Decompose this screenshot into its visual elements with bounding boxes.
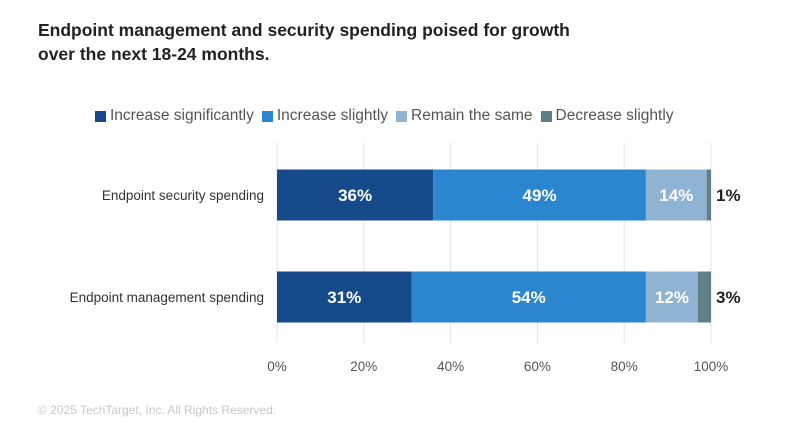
legend-swatch-remain-the-same [396,110,408,122]
chart-title: Endpoint management and security spendin… [38,20,570,64]
bar-segment [277,271,412,323]
x-tick-label: 60% [524,359,551,374]
bar-segment [645,271,698,323]
data-label: 1% [716,186,741,205]
legend-item-increase-slightly: Increase slightly [261,107,389,125]
legend-item-decrease-slightly: Decrease slightly [540,107,674,125]
legend-swatch-increase-significantly [95,110,106,122]
data-label: 3% [716,288,741,307]
category-label: Endpoint management spending [70,290,264,305]
x-tick-label: 0% [267,359,287,374]
bar-segment [697,271,711,323]
x-tick-label: 80% [611,359,638,374]
data-label: 14% [659,186,693,205]
bar-segment [433,169,646,221]
data-label: 36% [338,186,372,205]
category-label: Endpoint security spending [102,188,264,203]
bar-segment [411,271,646,323]
legend-swatch-increase-slightly [261,110,273,122]
legend-label: Increase slightly [276,107,389,124]
data-label: 54% [512,288,546,307]
legend: Increase significantly Increase slightly… [95,107,682,125]
data-label: 12% [655,288,689,307]
legend-label: Increase significantly [110,107,254,124]
legend-swatch-decrease-slightly [540,110,552,122]
legend-item-increase-significantly: Increase significantly [95,107,254,125]
legend-label: Decrease slightly [555,107,674,124]
copyright-notice: © 2025 TechTarget, Inc. All Rights Reser… [38,403,277,417]
bar-segment [277,169,434,221]
x-tick-label: 100% [694,359,729,374]
legend-label: Remain the same [411,107,533,124]
bar-segment [645,169,707,221]
bar-segment [706,169,711,221]
legend-item-remain-the-same: Remain the same [396,107,533,125]
data-label: 31% [327,288,361,307]
x-tick-label: 20% [350,359,377,374]
x-tick-label: 40% [437,359,464,374]
data-label: 49% [523,186,557,205]
